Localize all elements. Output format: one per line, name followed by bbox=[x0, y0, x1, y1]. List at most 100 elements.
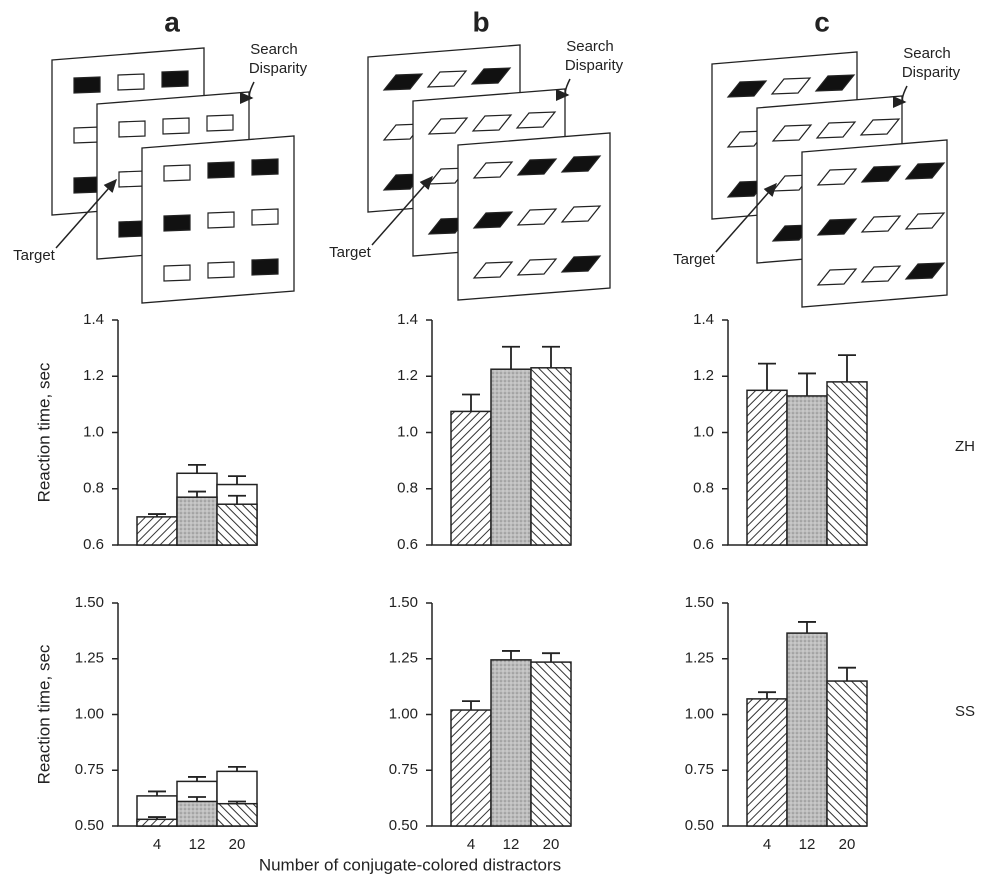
y-tick-label: 1.0 bbox=[83, 423, 104, 440]
bar bbox=[747, 390, 787, 545]
y-tick-label: 1.4 bbox=[83, 311, 104, 328]
y-tick-label: 0.6 bbox=[397, 536, 418, 553]
element bbox=[163, 118, 189, 134]
x-tick-label: 4 bbox=[153, 836, 161, 853]
target-label: Target bbox=[673, 251, 716, 268]
element bbox=[119, 121, 145, 137]
element bbox=[74, 177, 100, 193]
error-bar bbox=[228, 476, 246, 484]
error-bar bbox=[462, 701, 480, 710]
element bbox=[119, 171, 145, 187]
search-label: Search bbox=[250, 41, 298, 58]
y-tick-label: 1.0 bbox=[397, 423, 418, 440]
y-tick-label: 0.50 bbox=[685, 817, 714, 834]
element bbox=[118, 74, 144, 90]
y-tick-label: 1.25 bbox=[75, 650, 104, 667]
y-tick-label: 0.6 bbox=[693, 536, 714, 553]
y-tick-label: 0.75 bbox=[75, 761, 104, 778]
error-bar bbox=[798, 622, 816, 633]
y-tick-label: 1.50 bbox=[389, 594, 418, 611]
element bbox=[74, 127, 100, 143]
bar bbox=[787, 396, 827, 545]
y-tick-label: 1.4 bbox=[397, 311, 418, 328]
x-axis-label: Number of conjugate-colored distractors bbox=[259, 855, 561, 874]
y-tick-label: 0.75 bbox=[389, 761, 418, 778]
figure: a Search Disparity Target b Search Disparity Ta… bbox=[0, 0, 992, 877]
bar bbox=[491, 369, 531, 545]
y-tick-label: 1.00 bbox=[75, 705, 104, 722]
element bbox=[162, 71, 188, 87]
y-tick-label: 1.50 bbox=[75, 594, 104, 611]
y-tick-label: 0.8 bbox=[83, 480, 104, 497]
y-tick-label: 1.00 bbox=[389, 705, 418, 722]
element bbox=[119, 221, 145, 237]
element bbox=[164, 165, 190, 181]
panel-letter: c bbox=[814, 6, 830, 37]
y-tick-label: 1.25 bbox=[389, 650, 418, 667]
element bbox=[207, 115, 233, 131]
y-tick-label: 1.50 bbox=[685, 594, 714, 611]
x-tick-label: 12 bbox=[503, 836, 520, 853]
target-label: Target bbox=[329, 244, 372, 261]
error-bar bbox=[758, 692, 776, 699]
element bbox=[208, 162, 234, 178]
y-tick-label: 1.2 bbox=[693, 367, 714, 384]
y-tick-label: 1.25 bbox=[685, 650, 714, 667]
target-label: Target bbox=[13, 247, 56, 264]
error-bar bbox=[838, 668, 856, 681]
bar bbox=[217, 804, 257, 826]
element bbox=[252, 259, 278, 275]
error-bar bbox=[502, 651, 520, 660]
error-bar bbox=[838, 355, 856, 382]
element bbox=[74, 77, 100, 93]
y-tick-label: 0.8 bbox=[693, 480, 714, 497]
error-bar bbox=[462, 395, 480, 412]
bar bbox=[137, 517, 177, 545]
subject-label: ZH bbox=[955, 438, 975, 455]
error-bar bbox=[798, 373, 816, 396]
x-tick-label: 20 bbox=[229, 836, 246, 853]
x-tick-label: 4 bbox=[763, 836, 771, 853]
y-tick-label: 0.75 bbox=[685, 761, 714, 778]
element bbox=[164, 215, 190, 231]
x-tick-label: 20 bbox=[839, 836, 856, 853]
bar bbox=[747, 699, 787, 826]
bar bbox=[137, 819, 177, 826]
error-bar bbox=[542, 347, 560, 368]
y-tick-label: 0.50 bbox=[75, 817, 104, 834]
y-tick-label: 1.4 bbox=[693, 311, 714, 328]
y-axis-label: Reaction time, sec bbox=[34, 644, 53, 784]
diagrams: a Search Disparity Target b Search Disparity Ta… bbox=[13, 6, 961, 307]
bar bbox=[531, 368, 571, 545]
bar bbox=[451, 411, 491, 545]
bar bbox=[177, 497, 217, 545]
x-tick-label: 4 bbox=[467, 836, 475, 853]
y-tick-label: 1.00 bbox=[685, 705, 714, 722]
y-tick-label: 1.2 bbox=[397, 367, 418, 384]
x-tick-label: 12 bbox=[799, 836, 816, 853]
y-tick-label: 1.2 bbox=[83, 367, 104, 384]
search-label: Disparity bbox=[565, 57, 624, 74]
element bbox=[164, 265, 190, 281]
element bbox=[208, 262, 234, 278]
panel-letter: a bbox=[164, 6, 180, 37]
y-tick-label: 0.50 bbox=[389, 817, 418, 834]
bar bbox=[451, 710, 491, 826]
search-label: Search bbox=[566, 38, 614, 55]
x-tick-label: 12 bbox=[189, 836, 206, 853]
bar bbox=[177, 801, 217, 826]
bar bbox=[827, 382, 867, 545]
arrow bbox=[902, 86, 907, 102]
y-tick-label: 1.0 bbox=[693, 423, 714, 440]
bar bbox=[217, 504, 257, 545]
bar bbox=[827, 681, 867, 826]
y-tick-label: 0.6 bbox=[83, 536, 104, 553]
bar bbox=[491, 660, 531, 826]
y-tick-label: 0.8 bbox=[397, 480, 418, 497]
search-label: Disparity bbox=[249, 60, 308, 77]
subject-label: SS bbox=[955, 703, 975, 720]
error-bar bbox=[542, 653, 560, 662]
search-label: Search bbox=[903, 45, 951, 62]
panel-letter: b bbox=[472, 6, 489, 37]
search-label: Disparity bbox=[902, 64, 961, 81]
